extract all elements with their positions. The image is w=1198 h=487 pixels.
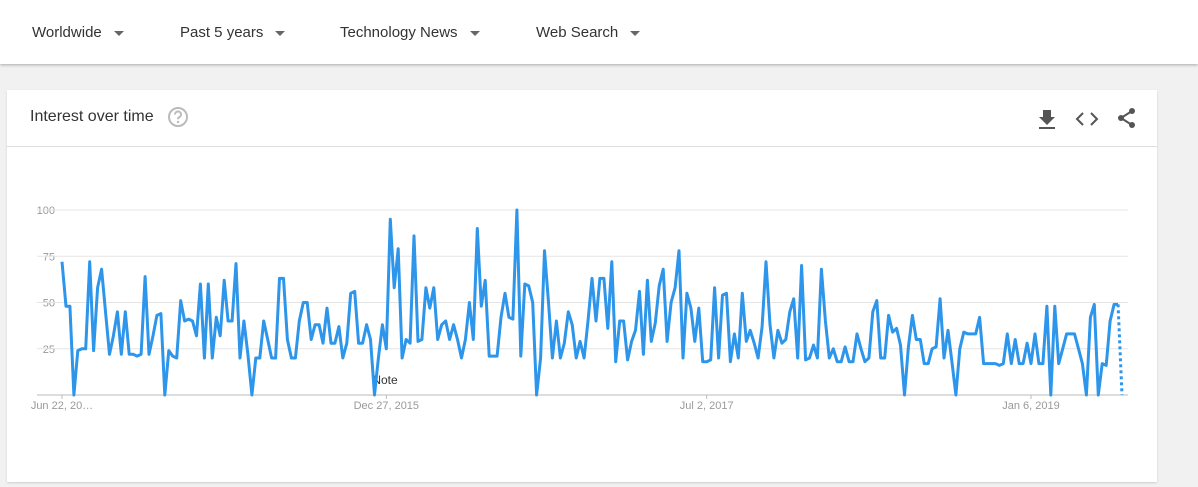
filter[interactable]: Past 5 years [180,24,286,41]
filter-label: Technology News [340,24,458,41]
card: Interest over time [7,90,1157,482]
embed-icon[interactable] [1075,108,1099,130]
y-tick-label: 75 [43,251,55,263]
x-tick-label: Jul 2, 2017 [680,400,734,412]
y-tick-label: 100 [37,205,55,217]
share-icon[interactable] [1115,106,1139,130]
filter-bar: Worldwide Past 5 years Technology News W… [0,0,1198,64]
filter[interactable]: Technology News [340,24,480,41]
filter[interactable]: Worldwide [32,24,124,41]
help-icon[interactable] [167,106,189,128]
filter-label: Worldwide [32,24,102,41]
filter[interactable]: Web Search [536,24,641,41]
divider [7,146,1157,147]
download-icon[interactable] [1037,108,1057,130]
x-tick-label: Jan 6, 2019 [1002,400,1060,412]
x-tick-label: Jun 22, 20… [31,400,93,412]
partial-segment [1116,304,1124,396]
filter-label: Past 5 years [180,24,264,41]
x-tick-label: Dec 27, 2015 [354,400,419,412]
y-tick-label: 50 [43,298,55,310]
annotation: Note [372,373,398,387]
series-line [60,208,1118,397]
card-title: Interest over time [30,108,154,125]
y-tick-label: 25 [43,344,55,356]
filter-label: Web Search [536,24,619,41]
